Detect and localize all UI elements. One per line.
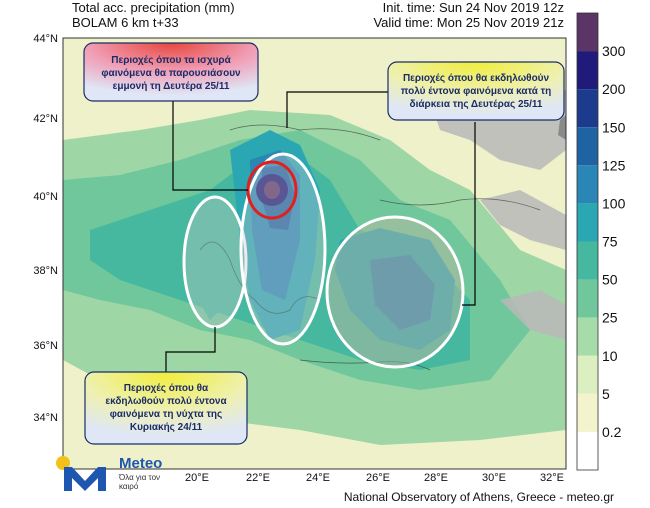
lon-label: 26°E <box>366 472 390 484</box>
init-time: Init. time: Sun 24 Nov 2019 12z <box>382 0 564 15</box>
highlight-ellipse-central <box>239 152 327 346</box>
lon-label: 22°E <box>246 472 270 484</box>
logo-name: Meteo <box>119 455 163 472</box>
lon-label: 30°E <box>482 472 506 484</box>
colorbar-level-label: 100 <box>602 195 626 211</box>
connector-blue-top <box>286 91 390 128</box>
colorbar-swatch <box>577 355 598 394</box>
lon-label: 28°E <box>424 472 448 484</box>
lon-label: 20°E <box>185 472 209 484</box>
colorbar-swatch <box>577 431 598 470</box>
callout-red-line3: εμμονή τη Δευτέρα 25/11 <box>113 81 230 92</box>
colorbar-swatch <box>577 13 598 52</box>
highlight-ellipse-west <box>182 195 248 329</box>
lat-label: 38°N <box>33 265 58 277</box>
colorbar-swatch <box>577 89 598 128</box>
meteo-logo-icon <box>56 456 106 491</box>
colorbar-swatch <box>577 279 598 318</box>
colorbar-swatch <box>577 203 598 242</box>
footer-credit: National Observatory of Athens, Greece -… <box>343 490 614 504</box>
colorbar-swatch <box>577 51 598 90</box>
colorbar-frame <box>576 12 599 471</box>
map-frame <box>62 37 567 470</box>
colorbar-level-label: 150 <box>602 119 626 135</box>
title-line-2: BOLAM 6 km t+33 <box>72 15 179 30</box>
callout-yellow-line4: Κυριακής 24/11 <box>130 422 203 433</box>
colorbar-swatch <box>577 127 598 166</box>
colorbar-level-label: 50 <box>602 272 618 288</box>
callout-red: Περιοχές όπου τα ισχυρά φαινόμενα θα παρ… <box>83 42 259 102</box>
colorbar-level-label: 5 <box>602 386 610 402</box>
colorbar-swatch <box>577 241 598 280</box>
callout-red-line1: Περιοχές όπου τα ισχυρά <box>111 55 231 66</box>
connector-blue-bottom <box>462 122 476 306</box>
callout-red-line2: φαινόμενα θα παρουσιάσουν <box>101 68 241 79</box>
valid-time: Valid time: Mon 25 Nov 2019 21z <box>373 15 564 30</box>
colorbar-swatch <box>577 165 598 204</box>
title-line-1: Total acc. precipitation (mm) <box>72 0 235 15</box>
callout-blue-line3: διάρκεια της Δευτέρας 25/11 <box>410 99 543 110</box>
callout-blue-line2: πολύ έντονα φαινόμενα κατά τη <box>401 86 552 97</box>
colorbar-level-label: 10 <box>602 348 618 364</box>
callout-yellow: Περιοχές όπου θα εκδηλωθούν πολύ έντονα … <box>84 371 248 445</box>
lat-label: 40°N <box>33 191 58 203</box>
lat-label: 34°N <box>33 412 58 424</box>
connector-yellow <box>165 327 216 372</box>
time-info: Init. time: Sun 24 Nov 2019 12z Valid ti… <box>373 0 564 30</box>
callout-blue-line1: Περιοχές όπου θα εκδηλωθούν <box>403 73 550 84</box>
lon-label: 32°E <box>540 472 564 484</box>
colorbar-swatch <box>577 393 598 432</box>
callout-yellow-line1: Περιοχές όπου θα <box>124 383 209 394</box>
lat-label: 44°N <box>33 33 58 45</box>
colorbar-level-label: 75 <box>602 234 618 250</box>
lat-label: 42°N <box>33 113 58 125</box>
logo-tagline: Όλα για τον καιρό <box>119 473 161 491</box>
connector-red <box>172 100 248 191</box>
callout-yellow-line2: εκδηλωθούν πολύ έντονα <box>105 396 227 407</box>
meteo-logo: Meteo Όλα για τον καιρό <box>54 453 174 493</box>
colorbar-level-label: 300 <box>602 43 626 59</box>
highlight-ellipse-east <box>325 215 465 369</box>
colorbar: 300 200 150 125 100 75 50 25 10 5 0.2 <box>576 12 626 471</box>
callout-yellow-line3: φαινόμενα τη νύχτα της <box>110 409 222 420</box>
lat-label: 36°N <box>33 340 58 352</box>
colorbar-swatch <box>577 317 598 356</box>
lon-label: 24°E <box>306 472 330 484</box>
colorbar-level-label: 0.2 <box>602 424 622 440</box>
callout-blue: Περιοχές όπου θα εκδηλωθούν πολύ έντονα … <box>387 61 565 121</box>
chart-title: Total acc. precipitation (mm) BOLAM 6 km… <box>72 0 235 30</box>
colorbar-level-label: 25 <box>602 310 618 326</box>
colorbar-level-label: 200 <box>602 81 626 97</box>
colorbar-level-label: 125 <box>602 157 626 173</box>
